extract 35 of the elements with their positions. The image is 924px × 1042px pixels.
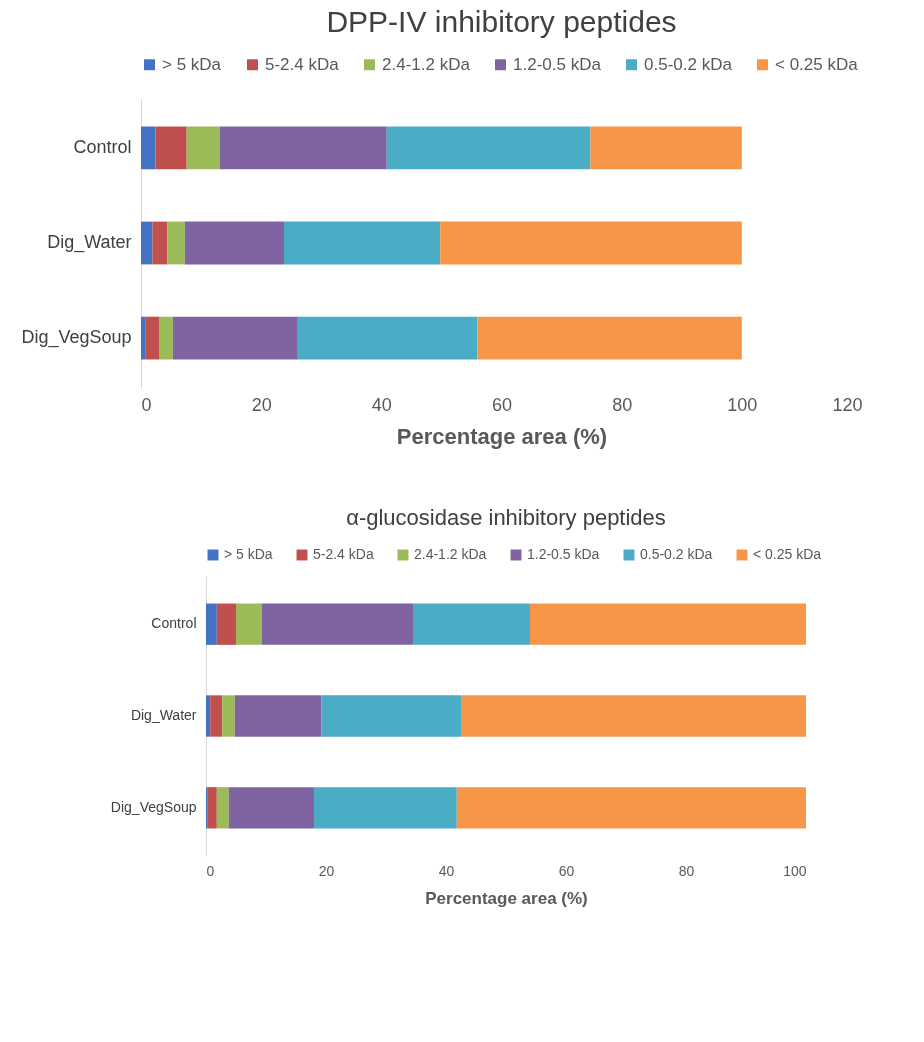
- x-tick-label: 120: [832, 394, 863, 415]
- legend-label: 2.4-1.2 kDa: [414, 546, 487, 562]
- x-tick-label: 100: [727, 394, 758, 415]
- x-tick-label: 100: [783, 862, 807, 879]
- y-tick-label: Control: [151, 615, 197, 632]
- x-tick-label: 60: [491, 394, 513, 415]
- chart-title: α-glucosidase inhibitory peptides: [346, 505, 666, 530]
- legend-label: 1.2-0.5 kDa: [513, 54, 602, 74]
- y-tick-label: Dig_VegSoup: [21, 327, 132, 349]
- x-tick-label: 0: [206, 862, 215, 879]
- y-tick-label: Dig_VegSoup: [110, 798, 197, 815]
- legend-label: < 0.25 kDa: [775, 54, 859, 74]
- x-axis-title: Percentage area (%): [425, 888, 588, 908]
- legend-label: 1.2-0.5 kDa: [527, 546, 600, 562]
- legend-label: 5-2.4 kDa: [265, 54, 340, 74]
- legend-label: 0.5-0.2 kDa: [640, 546, 713, 562]
- legend-label: 5-2.4 kDa: [313, 546, 374, 562]
- x-tick-label: 0: [141, 394, 152, 415]
- x-tick-label: 40: [438, 862, 455, 879]
- x-tick-label: 80: [612, 394, 633, 415]
- y-tick-label: Dig_Water: [130, 707, 197, 723]
- legend-label: > 5 kDa: [162, 54, 222, 74]
- legend-label: > 5 kDa: [224, 546, 273, 562]
- x-tick-label: 20: [318, 862, 335, 879]
- legend-label: 0.5-0.2 kDa: [644, 54, 733, 74]
- legend-label: < 0.25 kDa: [753, 546, 822, 562]
- x-tick-label: 40: [371, 394, 392, 415]
- x-tick-label: 60: [558, 862, 575, 879]
- x-tick-label: 80: [678, 862, 695, 879]
- y-tick-label: Control: [73, 136, 132, 157]
- x-axis-title: Percentage area (%): [396, 423, 608, 449]
- chart-title: DPP-IV inhibitory peptides: [326, 5, 677, 38]
- legend-label: 2.4-1.2 kDa: [382, 54, 471, 74]
- y-tick-label: Dig_Water: [47, 232, 132, 253]
- x-tick-label: 20: [251, 394, 272, 415]
